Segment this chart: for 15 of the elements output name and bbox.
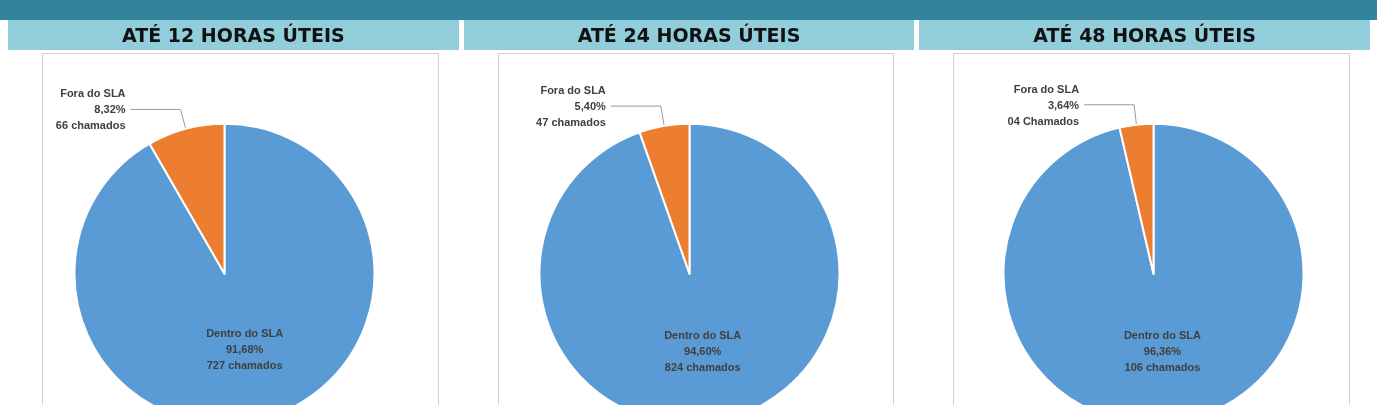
data-label: 96,36% 106 chamados (1124, 345, 1201, 374)
chart-title: ATÉ 48 HORAS ÚTEIS (919, 20, 1371, 50)
chart-title: ATÉ 24 HORAS ÚTEIS (463, 20, 915, 50)
chart-title: ATÉ 12 HORAS ÚTEIS (8, 20, 459, 50)
slice-label: Fora do SLA (60, 87, 126, 100)
slice-label: Fora do SLA (1014, 82, 1080, 95)
data-label: 5,40% 47 chamados (535, 100, 606, 129)
data-label: 91,68% 727 chamados (206, 343, 283, 371)
slice-label: Dentro do SLA (1124, 329, 1202, 342)
data-label: 8,32% 66 chamados (55, 103, 126, 132)
slice-label: Dentro do SLA (206, 327, 284, 339)
slice-label: Dentro do SLA (663, 328, 741, 341)
slice-label: Fora do SLA (540, 84, 606, 97)
data-label: 94,60% 824 chamados (664, 344, 741, 373)
data-label: 3,64% 04 Chamados (1007, 98, 1080, 127)
